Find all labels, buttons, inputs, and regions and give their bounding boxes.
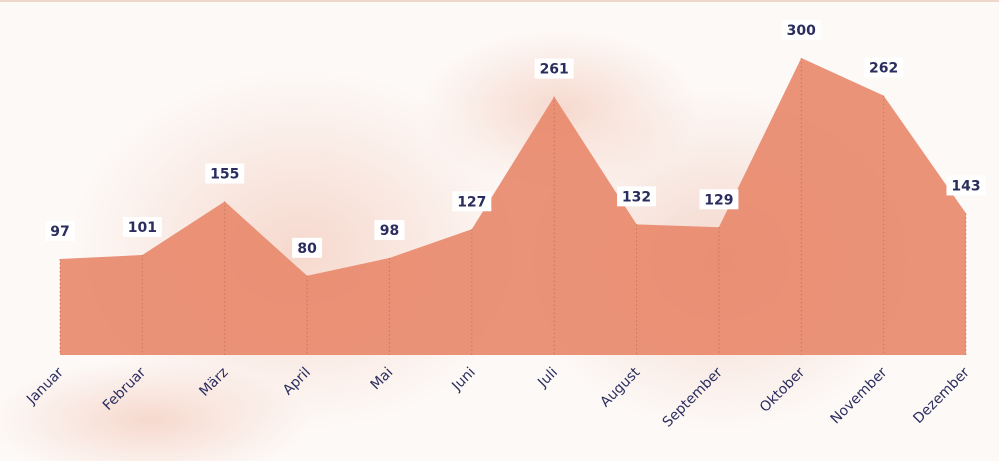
- value-label-background: [864, 57, 904, 78]
- area-series: [60, 58, 966, 355]
- month-tick-label: Dezember: [910, 364, 973, 427]
- value-label: 101: [128, 220, 157, 236]
- value-label-background: [205, 163, 245, 184]
- value-label: 98: [380, 223, 399, 239]
- value-label: 127: [457, 194, 486, 210]
- value-label-background: [122, 217, 162, 238]
- value-label-background: [374, 219, 405, 240]
- value-label: 97: [50, 224, 69, 240]
- value-label: 155: [210, 167, 239, 183]
- value-label-background: [781, 20, 821, 40]
- value-label: 129: [704, 192, 733, 208]
- value-label: 261: [540, 62, 569, 78]
- value-label-background: [699, 189, 739, 210]
- value-label: 300: [787, 23, 816, 39]
- value-label: 80: [297, 241, 317, 257]
- month-tick-label: Juli: [534, 365, 561, 392]
- value-label-background: [292, 237, 323, 258]
- value-label: 143: [951, 178, 980, 194]
- top-divider: [0, 0, 999, 2]
- value-label: 132: [622, 189, 651, 205]
- value-label-background: [45, 220, 75, 241]
- value-label-background: [452, 191, 492, 212]
- value-label: 262: [869, 61, 898, 77]
- value-label-background: [617, 186, 657, 207]
- value-label-background: [534, 58, 574, 79]
- value-label-background: [946, 175, 986, 196]
